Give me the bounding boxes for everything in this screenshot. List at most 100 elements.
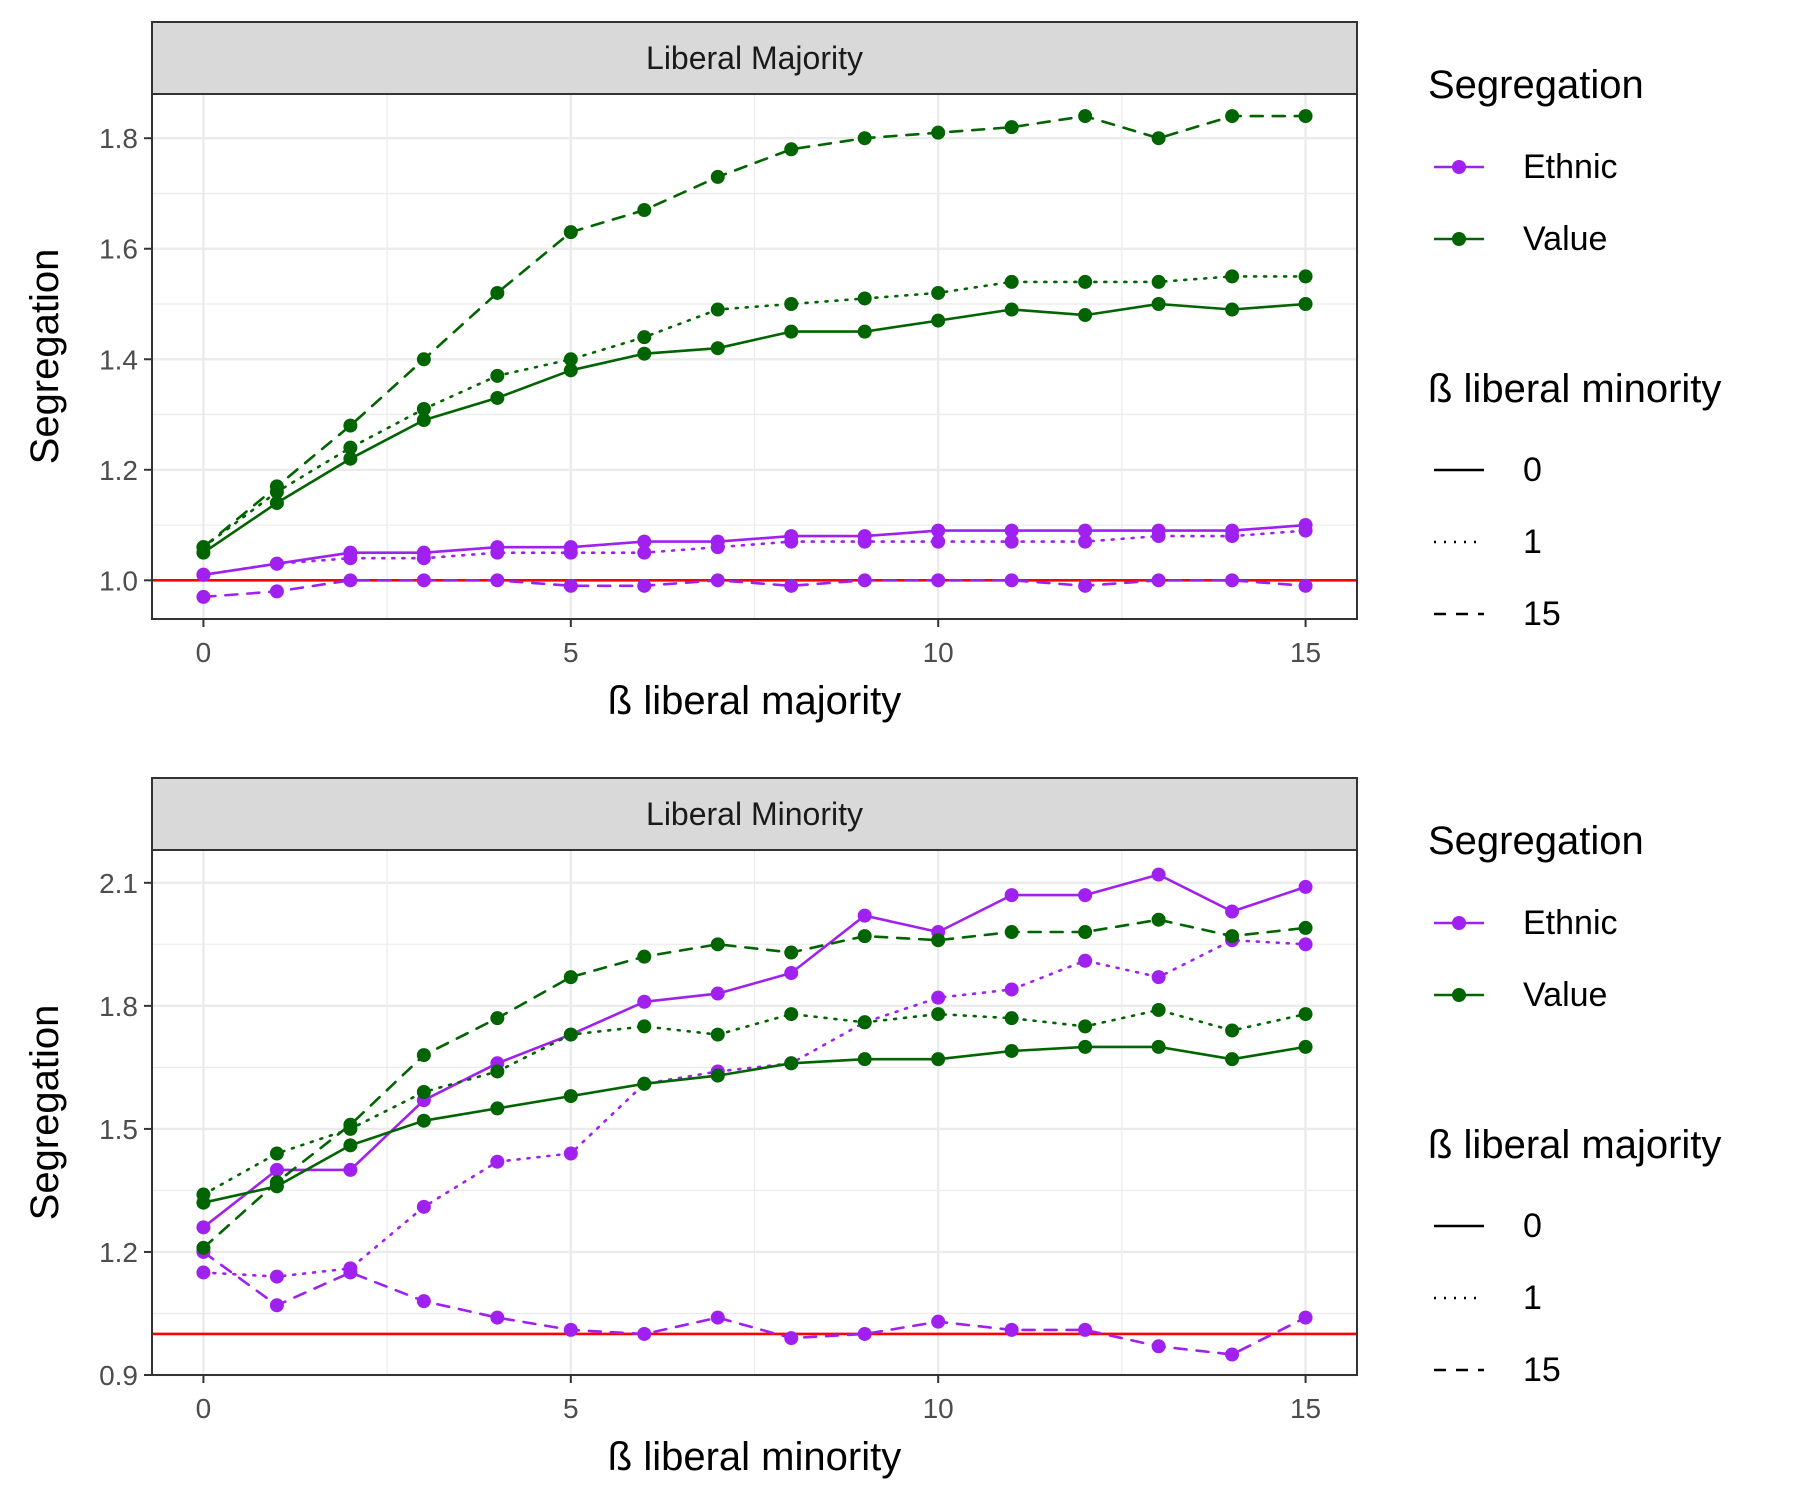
data-point-ethnic-1 <box>857 534 872 549</box>
data-point-value-15 <box>196 1240 211 1255</box>
panel-border <box>151 93 1358 620</box>
data-point-value-15 <box>1004 925 1019 940</box>
x-axis-title: ß liberal minority <box>608 1435 901 1479</box>
data-point-ethnic-15 <box>416 1294 431 1309</box>
data-point-value-15 <box>931 933 946 948</box>
data-point-value-1 <box>490 368 505 383</box>
data-point-value-0 <box>196 545 211 560</box>
data-point-ethnic-15 <box>710 1310 725 1325</box>
data-point-value-15 <box>784 945 799 960</box>
data-point-ethnic-15 <box>637 1326 652 1341</box>
data-point-ethnic-1 <box>1151 970 1166 985</box>
data-point-ethnic-15 <box>1298 1310 1313 1325</box>
data-point-ethnic-15 <box>490 573 505 588</box>
data-point-value-1 <box>710 1027 725 1042</box>
data-point-value-15 <box>1151 912 1166 927</box>
data-point-ethnic-1 <box>196 567 211 582</box>
data-point-value-15 <box>857 131 872 146</box>
series-line-value-1 <box>202 1008 1307 1196</box>
data-point-value-0 <box>563 363 578 378</box>
data-point-value-0 <box>637 346 652 361</box>
data-point-ethnic-1 <box>1004 982 1019 997</box>
data-point-value-1 <box>857 291 872 306</box>
data-point-value-1 <box>1151 1002 1166 1017</box>
data-point-value-15 <box>1225 929 1240 944</box>
data-point-value-1 <box>269 484 284 499</box>
data-point-ethnic-15 <box>1004 1322 1019 1337</box>
x-axis-title: ß liberal majority <box>608 679 901 723</box>
data-point-value-0 <box>490 1101 505 1116</box>
data-point-value-15 <box>710 169 725 184</box>
data-point-value-1 <box>931 1007 946 1022</box>
data-point-value-0 <box>857 1052 872 1067</box>
data-point-ethnic-15 <box>1078 1322 1093 1337</box>
series-line-value-0 <box>202 1045 1307 1204</box>
data-point-ethnic-15 <box>1004 573 1019 588</box>
data-point-value-0 <box>931 1052 946 1067</box>
data-point-ethnic-1 <box>563 1146 578 1161</box>
data-point-ethnic-15 <box>563 578 578 593</box>
data-point-ethnic-15 <box>1225 1347 1240 1362</box>
data-point-ethnic-1 <box>490 1154 505 1169</box>
series-line-ethnic-0 <box>202 873 1307 1229</box>
data-point-value-0 <box>1151 1039 1166 1054</box>
data-point-value-1 <box>1225 269 1240 284</box>
data-point-value-1 <box>416 1084 431 1099</box>
x-tick-label: 0 <box>196 637 212 668</box>
facet-strip <box>151 777 1358 851</box>
data-point-value-0 <box>710 1068 725 1083</box>
data-point-value-0 <box>637 1076 652 1091</box>
data-point-value-1 <box>269 1146 284 1161</box>
data-point-value-0 <box>1225 302 1240 317</box>
data-point-value-15 <box>1078 109 1093 124</box>
data-point-value-15 <box>1151 131 1166 146</box>
data-point-ethnic-0 <box>1078 523 1093 538</box>
series-line-value-0 <box>202 302 1307 554</box>
data-point-value-0 <box>931 313 946 328</box>
data-point-value-0 <box>1298 297 1313 311</box>
legend: Segregation Ethnic Value ß liberal minority… <box>1428 63 1721 633</box>
data-point-value-0 <box>416 413 431 428</box>
y-tick-label: 1.4 <box>99 344 138 375</box>
data-point-value-0 <box>1004 302 1019 317</box>
data-point-value-15 <box>563 225 578 240</box>
data-point-value-0 <box>269 495 284 510</box>
data-point-ethnic-1 <box>710 540 725 555</box>
series-line-ethnic-15 <box>202 579 1307 599</box>
data-point-ethnic-15 <box>343 1265 358 1280</box>
data-point-value-0 <box>1225 1052 1240 1067</box>
y-tick-label: 0.9 <box>99 1360 138 1391</box>
data-point-ethnic-0 <box>1225 904 1240 919</box>
data-point-ethnic-0 <box>1004 888 1019 903</box>
data-point-value-15 <box>490 1011 505 1026</box>
data-point-value-1 <box>1151 274 1166 289</box>
data-point-value-1 <box>1004 274 1019 289</box>
data-point-value-0 <box>1151 297 1166 311</box>
data-point-value-1 <box>857 1015 872 1030</box>
data-point-ethnic-15 <box>1151 1339 1166 1354</box>
y-tick-label: 1.6 <box>99 234 138 265</box>
data-point-value-15 <box>416 1048 431 1063</box>
data-point-ethnic-1 <box>931 990 946 1005</box>
data-point-ethnic-1 <box>1151 529 1166 544</box>
x-tick-label: 15 <box>1290 637 1321 668</box>
data-point-value-0 <box>1078 308 1093 323</box>
data-point-value-1 <box>931 285 946 300</box>
legend-label-ethnic: Ethnic <box>1523 148 1618 186</box>
data-point-value-1 <box>490 1064 505 1079</box>
data-point-value-15 <box>857 929 872 944</box>
data-point-value-1 <box>1078 274 1093 289</box>
data-point-ethnic-15 <box>1298 578 1313 593</box>
legend-label-value: Value <box>1523 220 1607 258</box>
data-point-value-1 <box>784 1007 799 1022</box>
data-point-ethnic-15 <box>1078 578 1093 593</box>
data-point-ethnic-1 <box>343 551 358 566</box>
x-tick-label: 5 <box>563 1393 579 1424</box>
data-point-value-15 <box>343 418 358 433</box>
data-point-ethnic-0 <box>1004 523 1019 538</box>
legend-label-linetype-0: 0 <box>1523 1207 1542 1245</box>
data-point-ethnic-1 <box>269 1269 284 1284</box>
x-tick-label: 0 <box>196 1393 212 1424</box>
